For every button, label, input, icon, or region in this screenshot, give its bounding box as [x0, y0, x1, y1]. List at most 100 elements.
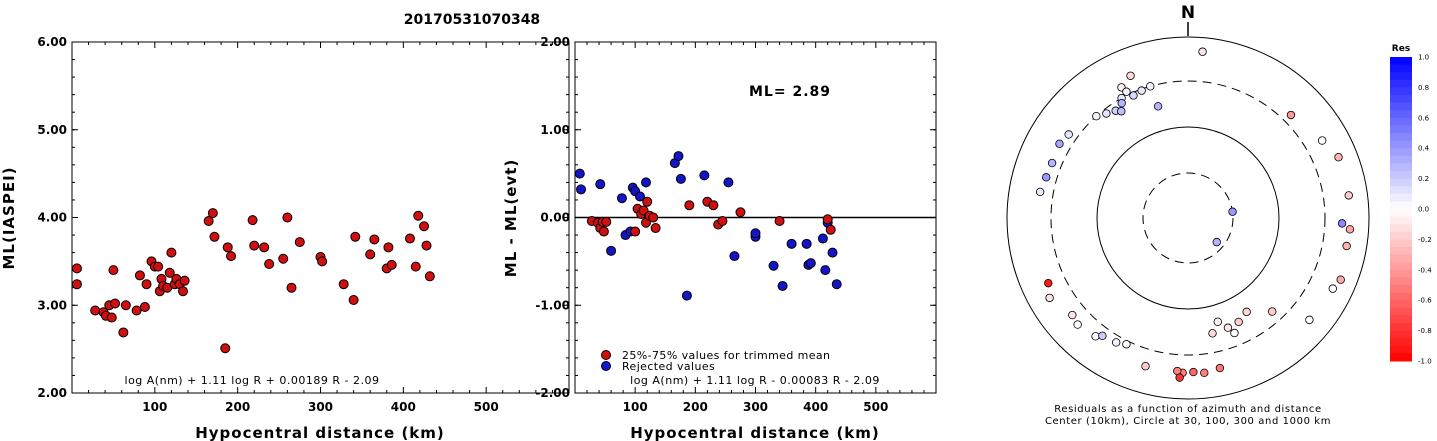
x-tick-label: 500	[863, 400, 888, 414]
station-point	[1092, 111, 1101, 121]
caption-line-1: Residuals as a function of azimuth and d…	[1054, 404, 1322, 415]
data-point	[421, 240, 432, 251]
station-point	[1198, 47, 1207, 56]
used-point	[822, 214, 833, 225]
station-point	[1223, 323, 1233, 332]
station-point	[1230, 328, 1239, 338]
data-point	[71, 263, 82, 274]
station-point	[1068, 310, 1077, 320]
colorbar-tick-label: 0.6	[1418, 114, 1430, 122]
rejected-point	[673, 151, 684, 162]
station-point	[1137, 86, 1146, 95]
north-label: N	[1181, 3, 1195, 23]
station-point	[1117, 98, 1126, 108]
colorbar-cell	[1390, 285, 1412, 294]
station-point	[1342, 241, 1351, 251]
data-point	[369, 234, 380, 245]
colorbar-cell	[1390, 117, 1412, 126]
rejected-point	[750, 228, 761, 239]
x-tick-label: 100	[623, 400, 648, 414]
station-point	[1153, 102, 1163, 111]
y-axis-label: ML - ML(evt)	[502, 159, 520, 277]
rejected-point	[805, 258, 816, 269]
station-point	[1215, 363, 1225, 373]
data-point	[249, 240, 260, 251]
y-tick-label: 2.00	[540, 35, 570, 49]
colorbar-cell	[1390, 262, 1412, 271]
colorbar-cell	[1390, 209, 1412, 218]
colorbar-cell	[1390, 79, 1412, 88]
colorbar-tick-label: -1.0	[1418, 358, 1432, 366]
station-point	[1317, 136, 1327, 145]
data-point	[410, 261, 421, 272]
colorbar-cell	[1390, 216, 1412, 225]
colorbar-tick-label: 0.0	[1418, 206, 1429, 214]
station-point	[1091, 332, 1100, 341]
data-point	[71, 279, 82, 290]
x-axis-label: Hypocentral distance (km)	[630, 424, 880, 441]
x-tick-label: 300	[308, 400, 333, 414]
rejected-point	[831, 279, 842, 290]
used-point	[642, 196, 653, 207]
data-point	[226, 251, 237, 262]
legend-entry-rejected: Rejected values	[622, 360, 715, 373]
rejected-point	[801, 238, 812, 249]
x-tick-label: 100	[142, 400, 167, 414]
colorbar-cell	[1390, 224, 1412, 233]
data-point	[164, 267, 175, 278]
data-point	[220, 343, 231, 354]
azimuth-distance-plot: N Residuals as a function of azimuth and…	[1006, 3, 1370, 427]
data-point	[118, 327, 129, 338]
colorbar-cell	[1390, 307, 1412, 316]
data-point	[209, 231, 220, 242]
rejected-point	[675, 173, 686, 184]
data-point	[317, 256, 328, 267]
station-point	[1098, 331, 1107, 341]
data-point	[153, 261, 164, 272]
rejected-point	[817, 233, 828, 244]
station-point	[1035, 187, 1045, 197]
rejected-point	[699, 170, 710, 181]
data-point	[350, 231, 361, 242]
colorbar-cell	[1390, 239, 1412, 248]
y-tick-label: 6.00	[37, 35, 67, 49]
data-point	[207, 208, 218, 219]
station-point	[1111, 338, 1121, 347]
colorbar-cell	[1390, 110, 1412, 119]
station-point	[1047, 158, 1057, 168]
used-point	[717, 216, 728, 227]
data-point	[338, 279, 349, 290]
colorbar-cell	[1390, 193, 1412, 202]
rejected-point	[574, 168, 585, 179]
colorbar-cell	[1390, 186, 1412, 195]
colorbar-cell	[1390, 300, 1412, 309]
station-point	[1234, 317, 1243, 327]
rejected-point	[777, 280, 788, 291]
rejected-point	[827, 247, 838, 258]
x-tick-label: 500	[474, 400, 499, 414]
colorbar-tick-label: -0.6	[1418, 297, 1432, 305]
station-point	[1045, 293, 1054, 303]
station-point	[1337, 219, 1347, 228]
data-point	[139, 302, 150, 313]
colorbar-cell	[1390, 148, 1412, 157]
data-point	[348, 294, 359, 305]
station-point	[1344, 191, 1353, 200]
legend-marker-used	[601, 350, 611, 360]
station-point	[1122, 340, 1131, 349]
data-point	[177, 286, 188, 297]
colorbar-cell	[1390, 269, 1412, 278]
colorbar-cell	[1390, 64, 1412, 73]
rejected-point	[576, 184, 587, 195]
formula-annotation: log A(nm) + 1.11 log R + 0.00189 R - 2.0…	[125, 374, 380, 387]
colorbar-cell	[1390, 292, 1412, 301]
x-tick-label: 200	[225, 400, 250, 414]
colorbar-cell	[1390, 163, 1412, 172]
y-tick-label: 1.00	[540, 123, 570, 137]
colorbar-cell	[1390, 254, 1412, 263]
station-point	[1336, 275, 1345, 284]
colorbar-cell	[1390, 315, 1412, 324]
data-point	[413, 210, 424, 221]
station-point	[1044, 278, 1053, 288]
station-point	[1228, 207, 1237, 216]
